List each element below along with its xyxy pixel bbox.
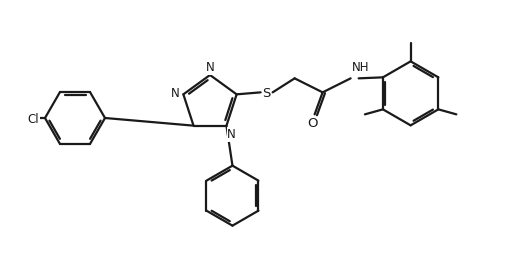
Text: N: N [170,87,179,100]
Text: N: N [206,61,214,74]
Text: S: S [263,87,271,100]
Text: O: O [307,117,318,130]
Text: Cl: Cl [28,113,39,126]
Text: N: N [227,128,236,141]
Text: NH: NH [352,61,369,74]
